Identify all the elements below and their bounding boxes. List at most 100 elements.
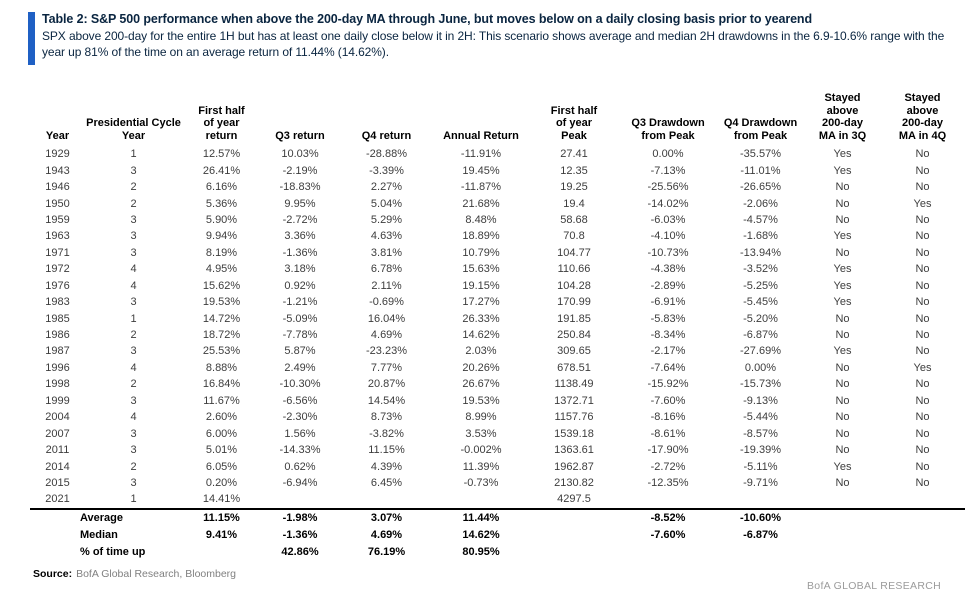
- table-cell: 104.77: [557, 246, 591, 259]
- table-cell: -13.94%: [740, 246, 781, 259]
- table-cell: Yes: [833, 296, 852, 309]
- table-cell: 3: [130, 444, 137, 457]
- table-row: 2021 1 14.41% 4297.5: [30, 491, 965, 508]
- table-cell: 1929: [45, 148, 70, 161]
- table-cell: -11.87%: [460, 181, 502, 194]
- table-cell: -14.33%: [279, 444, 321, 457]
- table-cell: -6.91%: [650, 296, 686, 309]
- table-cell: 1986: [45, 329, 70, 342]
- table-cell: 10.03%: [281, 148, 319, 161]
- table-cell: -5.25%: [743, 279, 778, 292]
- table-cell: 170.99: [557, 296, 591, 309]
- summary-cell: [805, 527, 880, 544]
- summary-cell: [528, 527, 620, 544]
- table-cell: -14.02%: [647, 197, 689, 210]
- table-cell: Yes: [833, 263, 852, 276]
- table-cell: No: [915, 164, 930, 177]
- table-cell: No: [915, 329, 930, 342]
- table-cell: 1976: [45, 279, 70, 292]
- table-cell: -1.36%: [282, 246, 318, 259]
- table-cell: 1998: [45, 378, 70, 391]
- table-cell: 11.67%: [203, 394, 240, 407]
- table-cell: -2.30%: [282, 411, 318, 424]
- table-row: 1950 2 5.36% 9.95% 5.04% 21.68% 19.4 -14.02% -2.…: [30, 195, 965, 211]
- table-cell: -1.68%: [743, 230, 778, 243]
- table-cell: 6.00%: [205, 427, 238, 440]
- summary-cell: 9.41%: [205, 529, 238, 542]
- table-cell: -2.17%: [650, 345, 686, 358]
- table-cell: -8.34%: [650, 329, 686, 342]
- table-cell: 110.66: [557, 263, 591, 276]
- table-cell: No: [835, 411, 850, 424]
- table-row: 1972 4 4.95% 3.18% 6.78% 15.63% 110.66 -4.38% -3…: [30, 261, 965, 277]
- table-cell: 2: [130, 197, 137, 210]
- table-cell: 2014: [45, 460, 70, 473]
- table-cell: 3: [130, 394, 137, 407]
- table-head: Year Presidential Cycle Year First half of…: [30, 86, 965, 146]
- summary-cell: 14.62%: [462, 529, 500, 542]
- table-cell: 1138.49: [554, 378, 594, 391]
- table-cell: 12.57%: [202, 148, 241, 161]
- table-title: Table 2: S&P 500 performance when above …: [42, 12, 812, 26]
- table-cell: -4.57%: [743, 213, 778, 226]
- column-header: Year: [45, 129, 70, 142]
- table-cell: No: [835, 444, 850, 457]
- performance-table: Year Presidential Cycle Year First half of…: [30, 86, 965, 561]
- column-header: Presidential Cycle Year: [86, 117, 181, 142]
- table-cell: -3.52%: [743, 263, 778, 276]
- table-cell: 250.84: [557, 329, 591, 342]
- table-cell: 17.27%: [462, 296, 500, 309]
- table-cell: -4.10%: [650, 230, 686, 243]
- table-cell: 18.72%: [202, 329, 241, 342]
- table-cell: -10.30%: [279, 378, 321, 391]
- table-cell: 19.53%: [462, 394, 500, 407]
- table-cell: No: [835, 378, 850, 391]
- table-row: 1929 1 12.57% 10.03% -28.88% -11.91% 27.41 0.00…: [30, 146, 965, 162]
- summary-cell: [880, 544, 965, 561]
- table-cell: 25.53%: [202, 345, 241, 358]
- table-cell: 2015: [45, 476, 70, 489]
- table-cell: 3: [130, 296, 137, 309]
- table-cell: 12.35: [560, 164, 588, 177]
- table-cell: -5.83%: [650, 312, 686, 325]
- table-cell: 1985: [45, 312, 70, 325]
- table-cell: 3: [130, 345, 137, 358]
- table-cell: -6.87%: [743, 329, 778, 342]
- table-cell: No: [915, 427, 930, 440]
- table-cell: 1972: [45, 263, 70, 276]
- table-cell: Yes: [833, 164, 852, 177]
- table-cell: Yes: [833, 345, 852, 358]
- table-cell: 4: [130, 411, 137, 424]
- table-row: 2015 3 0.20% -6.94% 6.45% -0.73% 2130.82 -12.35…: [30, 475, 965, 491]
- table-row: 1976 4 15.62% 0.92% 2.11% 19.15% 104.28 -2.89% -…: [30, 278, 965, 294]
- table-cell: No: [915, 213, 930, 226]
- table-cell: No: [915, 279, 930, 292]
- summary-cell: [620, 544, 716, 561]
- table-cell: 15.62%: [202, 279, 241, 292]
- table-cell: 11.39%: [462, 460, 500, 473]
- table-cell: No: [915, 411, 930, 424]
- summary-cell: 42.86%: [281, 546, 319, 559]
- table-cell: 4.39%: [370, 460, 403, 473]
- table-cell: 10.79%: [462, 246, 500, 259]
- table-cell: -27.69%: [740, 345, 781, 358]
- source-label: Source:: [33, 568, 73, 580]
- table-cell: No: [915, 296, 930, 309]
- table-cell: 2004: [45, 411, 70, 424]
- table-cell: Yes: [913, 361, 932, 374]
- table-cell: 20.87%: [367, 378, 406, 391]
- table-subtitle: SPX above 200-day for the entire 1H but …: [42, 29, 945, 59]
- table-cell: 2.49%: [284, 361, 316, 374]
- table-cell: 1943: [45, 164, 70, 177]
- table-row: 1959 3 5.90% -2.72% 5.29% 8.48% 58.68 -6.03% -4.…: [30, 212, 965, 228]
- table-cell: -15.73%: [740, 378, 781, 391]
- table-cell: 2021: [45, 493, 70, 506]
- table-row: 1946 2 6.16% -18.83% 2.27% -11.87% 19.25 -25.56…: [30, 179, 965, 195]
- table-cell: No: [835, 181, 850, 194]
- table-cell: 14.72%: [202, 312, 241, 325]
- table-row: 2011 3 5.01% -14.33% 11.15% -0.002% 1363.61 -17…: [30, 442, 965, 458]
- table-cell: 2011: [45, 444, 70, 457]
- table-row: 1999 3 11.67% -6.56% 14.54% 19.53% 1372.71 -7.6…: [30, 393, 965, 409]
- table-cell: No: [835, 246, 850, 259]
- table-cell: 26.41%: [202, 164, 241, 177]
